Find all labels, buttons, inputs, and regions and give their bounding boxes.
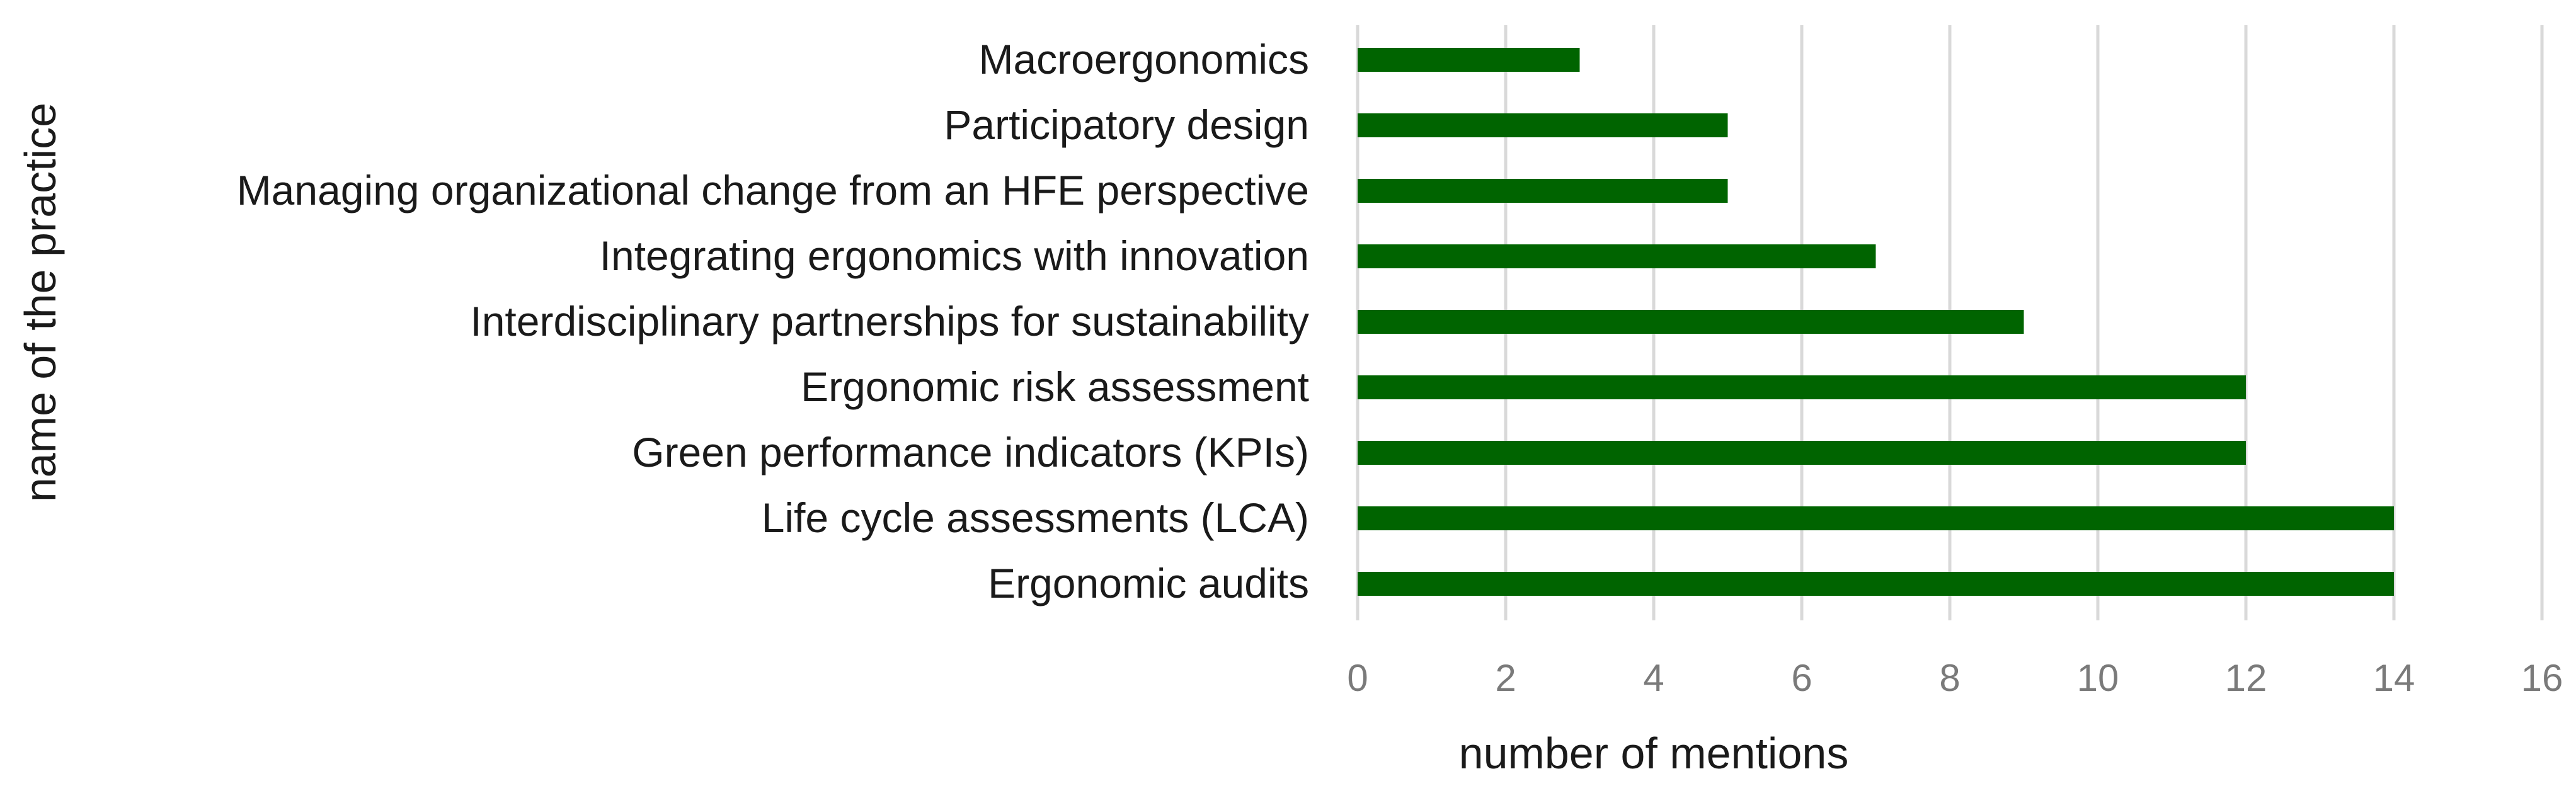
bars <box>1358 48 2394 596</box>
category-label: Interdisciplinary partnerships for susta… <box>470 298 1309 345</box>
bar <box>1358 506 2394 530</box>
category-label: Ergonomic risk assessment <box>801 363 1309 410</box>
category-label: Ergonomic audits <box>988 560 1309 607</box>
x-tick-label: 14 <box>2373 657 2415 699</box>
category-label: Managing organizational change from an H… <box>237 167 1309 214</box>
bar <box>1358 244 1876 268</box>
x-tick-label: 4 <box>1643 657 1664 699</box>
x-tick-label: 8 <box>1939 657 1960 699</box>
x-tick-label: 12 <box>2225 657 2267 699</box>
bar <box>1358 572 2394 596</box>
x-tick-label: 16 <box>2521 657 2563 699</box>
category-label: Green performance indicators (KPIs) <box>632 429 1309 476</box>
bar <box>1358 310 2024 334</box>
category-label: Participatory design <box>944 101 1309 148</box>
x-tick-labels: 0 2 4 6 8 10 12 14 16 <box>1347 657 2563 699</box>
x-axis-title: number of mentions <box>1459 729 1849 778</box>
x-tick-label: 0 <box>1347 657 1368 699</box>
y-axis-title: name of the practice <box>16 103 65 502</box>
category-label: Macroergonomics <box>978 36 1309 83</box>
category-label: Life cycle assessments (LCA) <box>762 494 1309 541</box>
x-tick-label: 10 <box>2077 657 2119 699</box>
x-tick-label: 2 <box>1495 657 1516 699</box>
bar <box>1358 48 1580 72</box>
category-labels: Macroergonomics Participatory design Manag… <box>237 36 1309 607</box>
bar <box>1358 375 2246 399</box>
bar <box>1358 113 1728 137</box>
category-label: Integrating ergonomics with innovation <box>600 232 1309 279</box>
bar <box>1358 179 1728 203</box>
x-tick-label: 6 <box>1791 657 1812 699</box>
bar <box>1358 441 2246 465</box>
